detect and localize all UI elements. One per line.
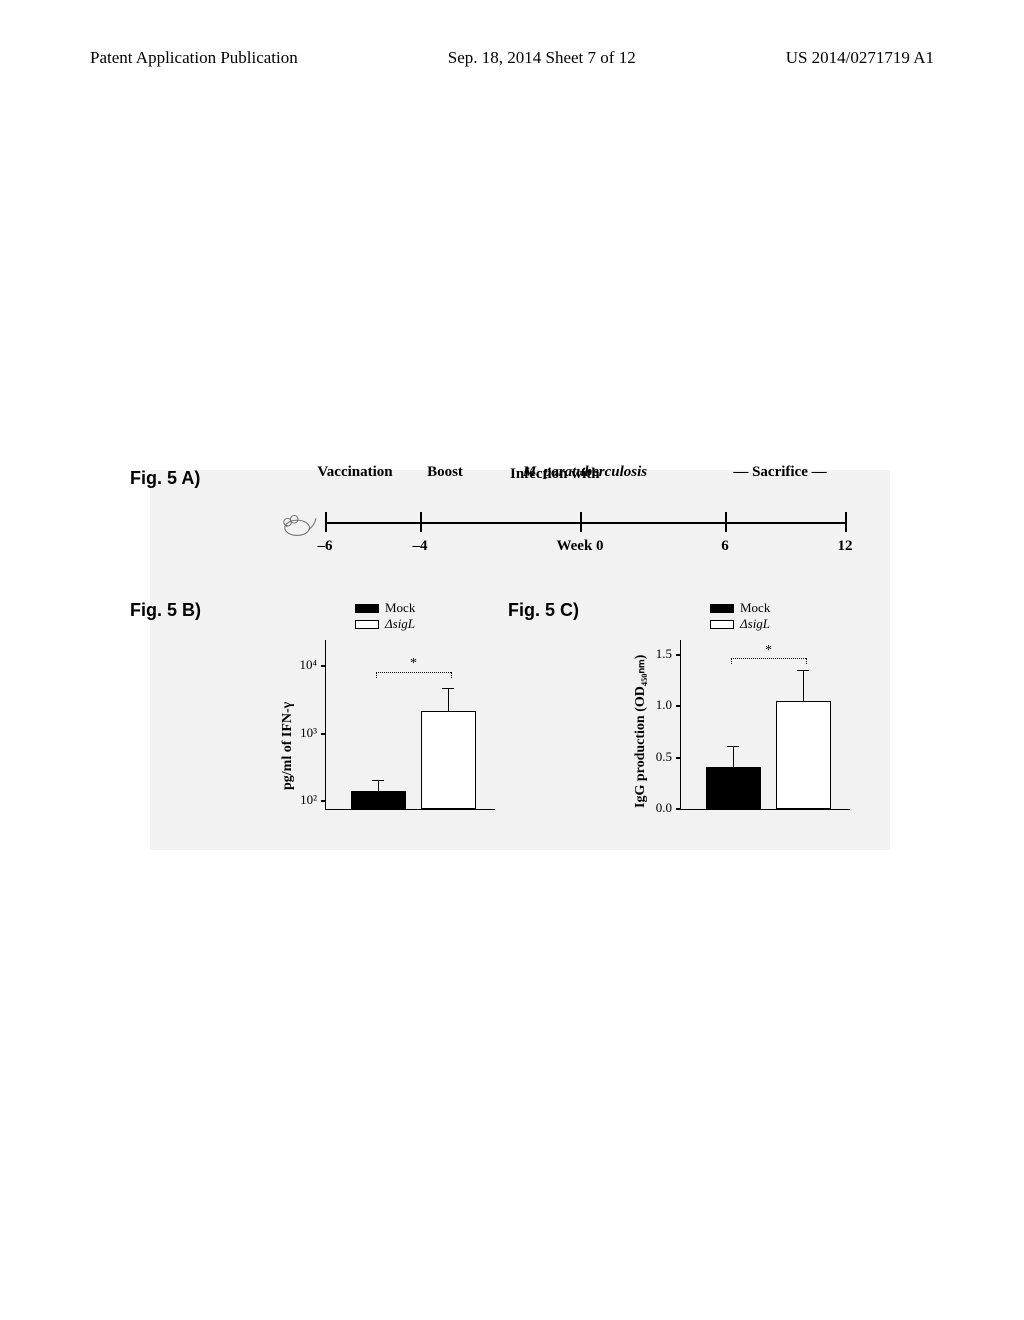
legend-row-sigl: ΔsigL bbox=[355, 616, 415, 632]
ytick-label-0: 10² bbox=[300, 792, 317, 808]
bar-mock-c bbox=[706, 767, 761, 809]
legend-c: Mock ΔsigL bbox=[710, 600, 770, 632]
legend-swatch-sigl-c bbox=[710, 620, 734, 629]
panel-c-label: Fig. 5 C) bbox=[508, 600, 579, 621]
bar-sigl-c bbox=[776, 701, 831, 809]
page-header: Patent Application Publication Sep. 18, … bbox=[0, 48, 1024, 68]
tick-minus6 bbox=[325, 512, 327, 532]
annot-boost: Boost bbox=[427, 464, 463, 481]
ytick-label-c-3: 1.5 bbox=[656, 646, 672, 662]
tick-label-6: 6 bbox=[721, 538, 729, 555]
tick-label-minus4: –4 bbox=[413, 538, 428, 555]
sig-star-c: * bbox=[765, 643, 772, 659]
legend-text-mock: Mock bbox=[385, 600, 415, 616]
errbar-mock-b bbox=[378, 781, 379, 791]
ytick-line bbox=[676, 757, 681, 759]
bar-sigl-b bbox=[421, 711, 476, 809]
errcap-mock-b bbox=[372, 780, 384, 781]
errbar-sigl-c bbox=[803, 671, 804, 701]
legend-text-mock-c: Mock bbox=[740, 600, 770, 616]
plot-c: 0.0 0.5 1.0 1.5 * bbox=[680, 640, 850, 810]
tick-week0 bbox=[580, 512, 582, 532]
ylabel-b: pg/ml of IFN-γ bbox=[280, 702, 296, 790]
panel-b-label: Fig. 5 B) bbox=[130, 600, 201, 621]
legend-row-sigl-c: ΔsigL bbox=[710, 616, 770, 632]
tick-label-12: 12 bbox=[838, 538, 853, 555]
sig-bracket-right-c bbox=[806, 658, 807, 664]
ytick-line bbox=[676, 705, 681, 707]
tick-minus4 bbox=[420, 512, 422, 532]
legend-swatch-mock bbox=[355, 604, 379, 613]
ytick-line bbox=[321, 665, 326, 667]
legend-row-mock-c: Mock bbox=[710, 600, 770, 616]
legend-text-sigl: ΔsigL bbox=[385, 616, 415, 632]
sig-star-b: * bbox=[410, 656, 417, 672]
legend-swatch-sigl bbox=[355, 620, 379, 629]
ytick-label-c-0: 0.0 bbox=[656, 800, 672, 816]
errbar-mock-c bbox=[733, 747, 734, 767]
plot-b: 10² 10³ 10⁴ * bbox=[325, 640, 495, 810]
ytick-line bbox=[321, 733, 326, 735]
legend-b: Mock ΔsigL bbox=[355, 600, 415, 632]
annot-infection-line2: M. paratuberculosis bbox=[523, 464, 647, 481]
tick-6 bbox=[725, 512, 727, 532]
ytick-label-c-2: 1.0 bbox=[656, 697, 672, 713]
ytick-label-c-1: 0.5 bbox=[656, 749, 672, 765]
sig-bracket-left bbox=[376, 672, 377, 678]
tick-label-week0: Week 0 bbox=[556, 538, 603, 555]
errcap-sigl-b bbox=[442, 688, 454, 689]
bar-mock-b bbox=[351, 791, 406, 809]
errcap-sigl-c bbox=[797, 670, 809, 671]
chart-c: Mock ΔsigL IgG production (OD₄₅₀ₙₘ) 0.0 … bbox=[620, 600, 870, 820]
chart-b: Mock ΔsigL pg/ml of IFN-γ 10² 10³ 10⁴ bbox=[265, 600, 515, 820]
annot-sacrifice: — Sacrifice — bbox=[733, 464, 826, 481]
legend-text-sigl-c: ΔsigL bbox=[740, 616, 770, 632]
legend-row-mock: Mock bbox=[355, 600, 415, 616]
mouse-icon bbox=[280, 508, 318, 540]
tick-12 bbox=[845, 512, 847, 532]
annot-vaccination: Vaccination bbox=[317, 464, 392, 481]
ytick-line bbox=[321, 800, 326, 802]
ytick-label-1: 10³ bbox=[300, 725, 317, 741]
sig-bracket-left-c bbox=[731, 658, 732, 664]
panel-a-label: Fig. 5 A) bbox=[130, 468, 200, 489]
errbar-sigl-b bbox=[448, 689, 449, 711]
figure-5: Fig. 5 A) Infection with Vaccination Boo… bbox=[150, 470, 890, 850]
errcap-mock-c bbox=[727, 746, 739, 747]
header-right: US 2014/0271719 A1 bbox=[786, 48, 934, 68]
ylabel-c: IgG production (OD₄₅₀ₙₘ) bbox=[632, 655, 649, 808]
ytick-line bbox=[676, 654, 681, 656]
header-left: Patent Application Publication bbox=[90, 48, 298, 68]
ytick-label-2: 10⁴ bbox=[299, 657, 317, 673]
header-center: Sep. 18, 2014 Sheet 7 of 12 bbox=[448, 48, 636, 68]
timeline-axis bbox=[325, 522, 845, 524]
sig-bracket-b bbox=[376, 672, 451, 673]
tick-label-minus6: –6 bbox=[318, 538, 333, 555]
ytick-line bbox=[676, 808, 681, 810]
legend-swatch-mock-c bbox=[710, 604, 734, 613]
sig-bracket-right bbox=[451, 672, 452, 678]
